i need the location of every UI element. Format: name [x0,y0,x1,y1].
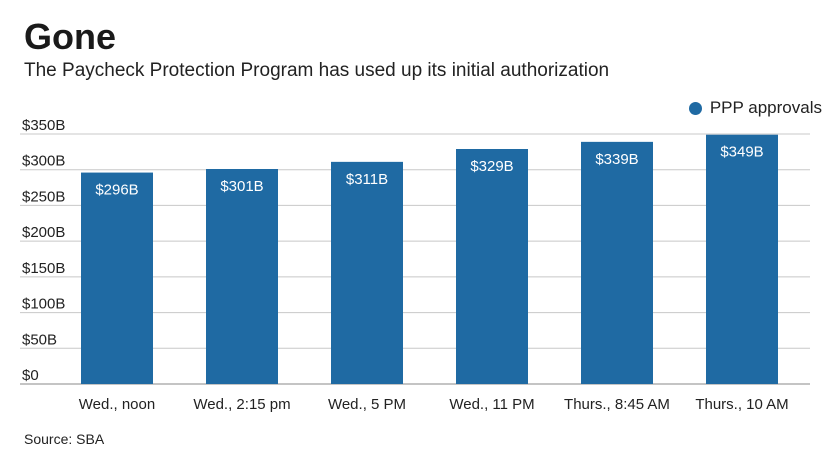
y-tick-label: $50B [22,331,57,348]
source-note: Source: SBA [24,431,105,447]
x-tick-label-2: Wed., 5 PM [328,396,406,413]
bar-3 [456,149,528,384]
y-axis-ticks: $0 $50B $100B $150B $200B $250B $300B $350B [22,117,65,384]
bars [81,134,778,384]
y-tick-label: $0 [22,367,39,384]
data-label-0: $296B [95,182,138,199]
x-tick-label-5: Thurs., 10 AM [695,396,788,413]
data-labels: $296B $301B $311B $329B $339B $349B [95,144,763,199]
data-label-4: $339B [595,151,638,168]
y-tick-label: $250B [22,188,65,205]
legend-label-ppp-approvals: PPP approvals [709,98,822,117]
data-label-1: $301B [220,178,263,195]
x-tick-label-4: Thurs., 8:45 AM [564,396,670,413]
bar-4 [581,141,653,384]
y-tick-label: $200B [22,224,65,241]
data-label-3: $329B [470,158,513,175]
legend-swatch-ppp-approvals [688,101,702,115]
chart-subtitle: The Paycheck Protection Program has used… [24,60,610,81]
x-tick-label-0: Wed., noon [79,396,155,413]
bar-5 [706,134,778,384]
chart-title: Gone [24,16,117,57]
data-label-5: $349B [720,144,763,161]
bar-2 [331,161,403,384]
y-tick-label: $150B [22,260,65,277]
chart-legend: PPP approvals [688,98,822,118]
bar-1 [206,169,278,384]
data-label-2: $311B [346,171,388,188]
y-tick-label: $300B [22,153,65,170]
bar-0 [81,172,153,384]
x-axis-ticks: Wed., noon Wed., 2:15 pm Wed., 5 PM Wed., 1… [79,396,789,413]
y-tick-label: $350B [22,117,65,134]
y-tick-label: $100B [22,296,65,313]
x-tick-label-1: Wed., 2:15 pm [193,396,290,413]
x-tick-label-3: Wed., 11 PM [449,396,534,413]
